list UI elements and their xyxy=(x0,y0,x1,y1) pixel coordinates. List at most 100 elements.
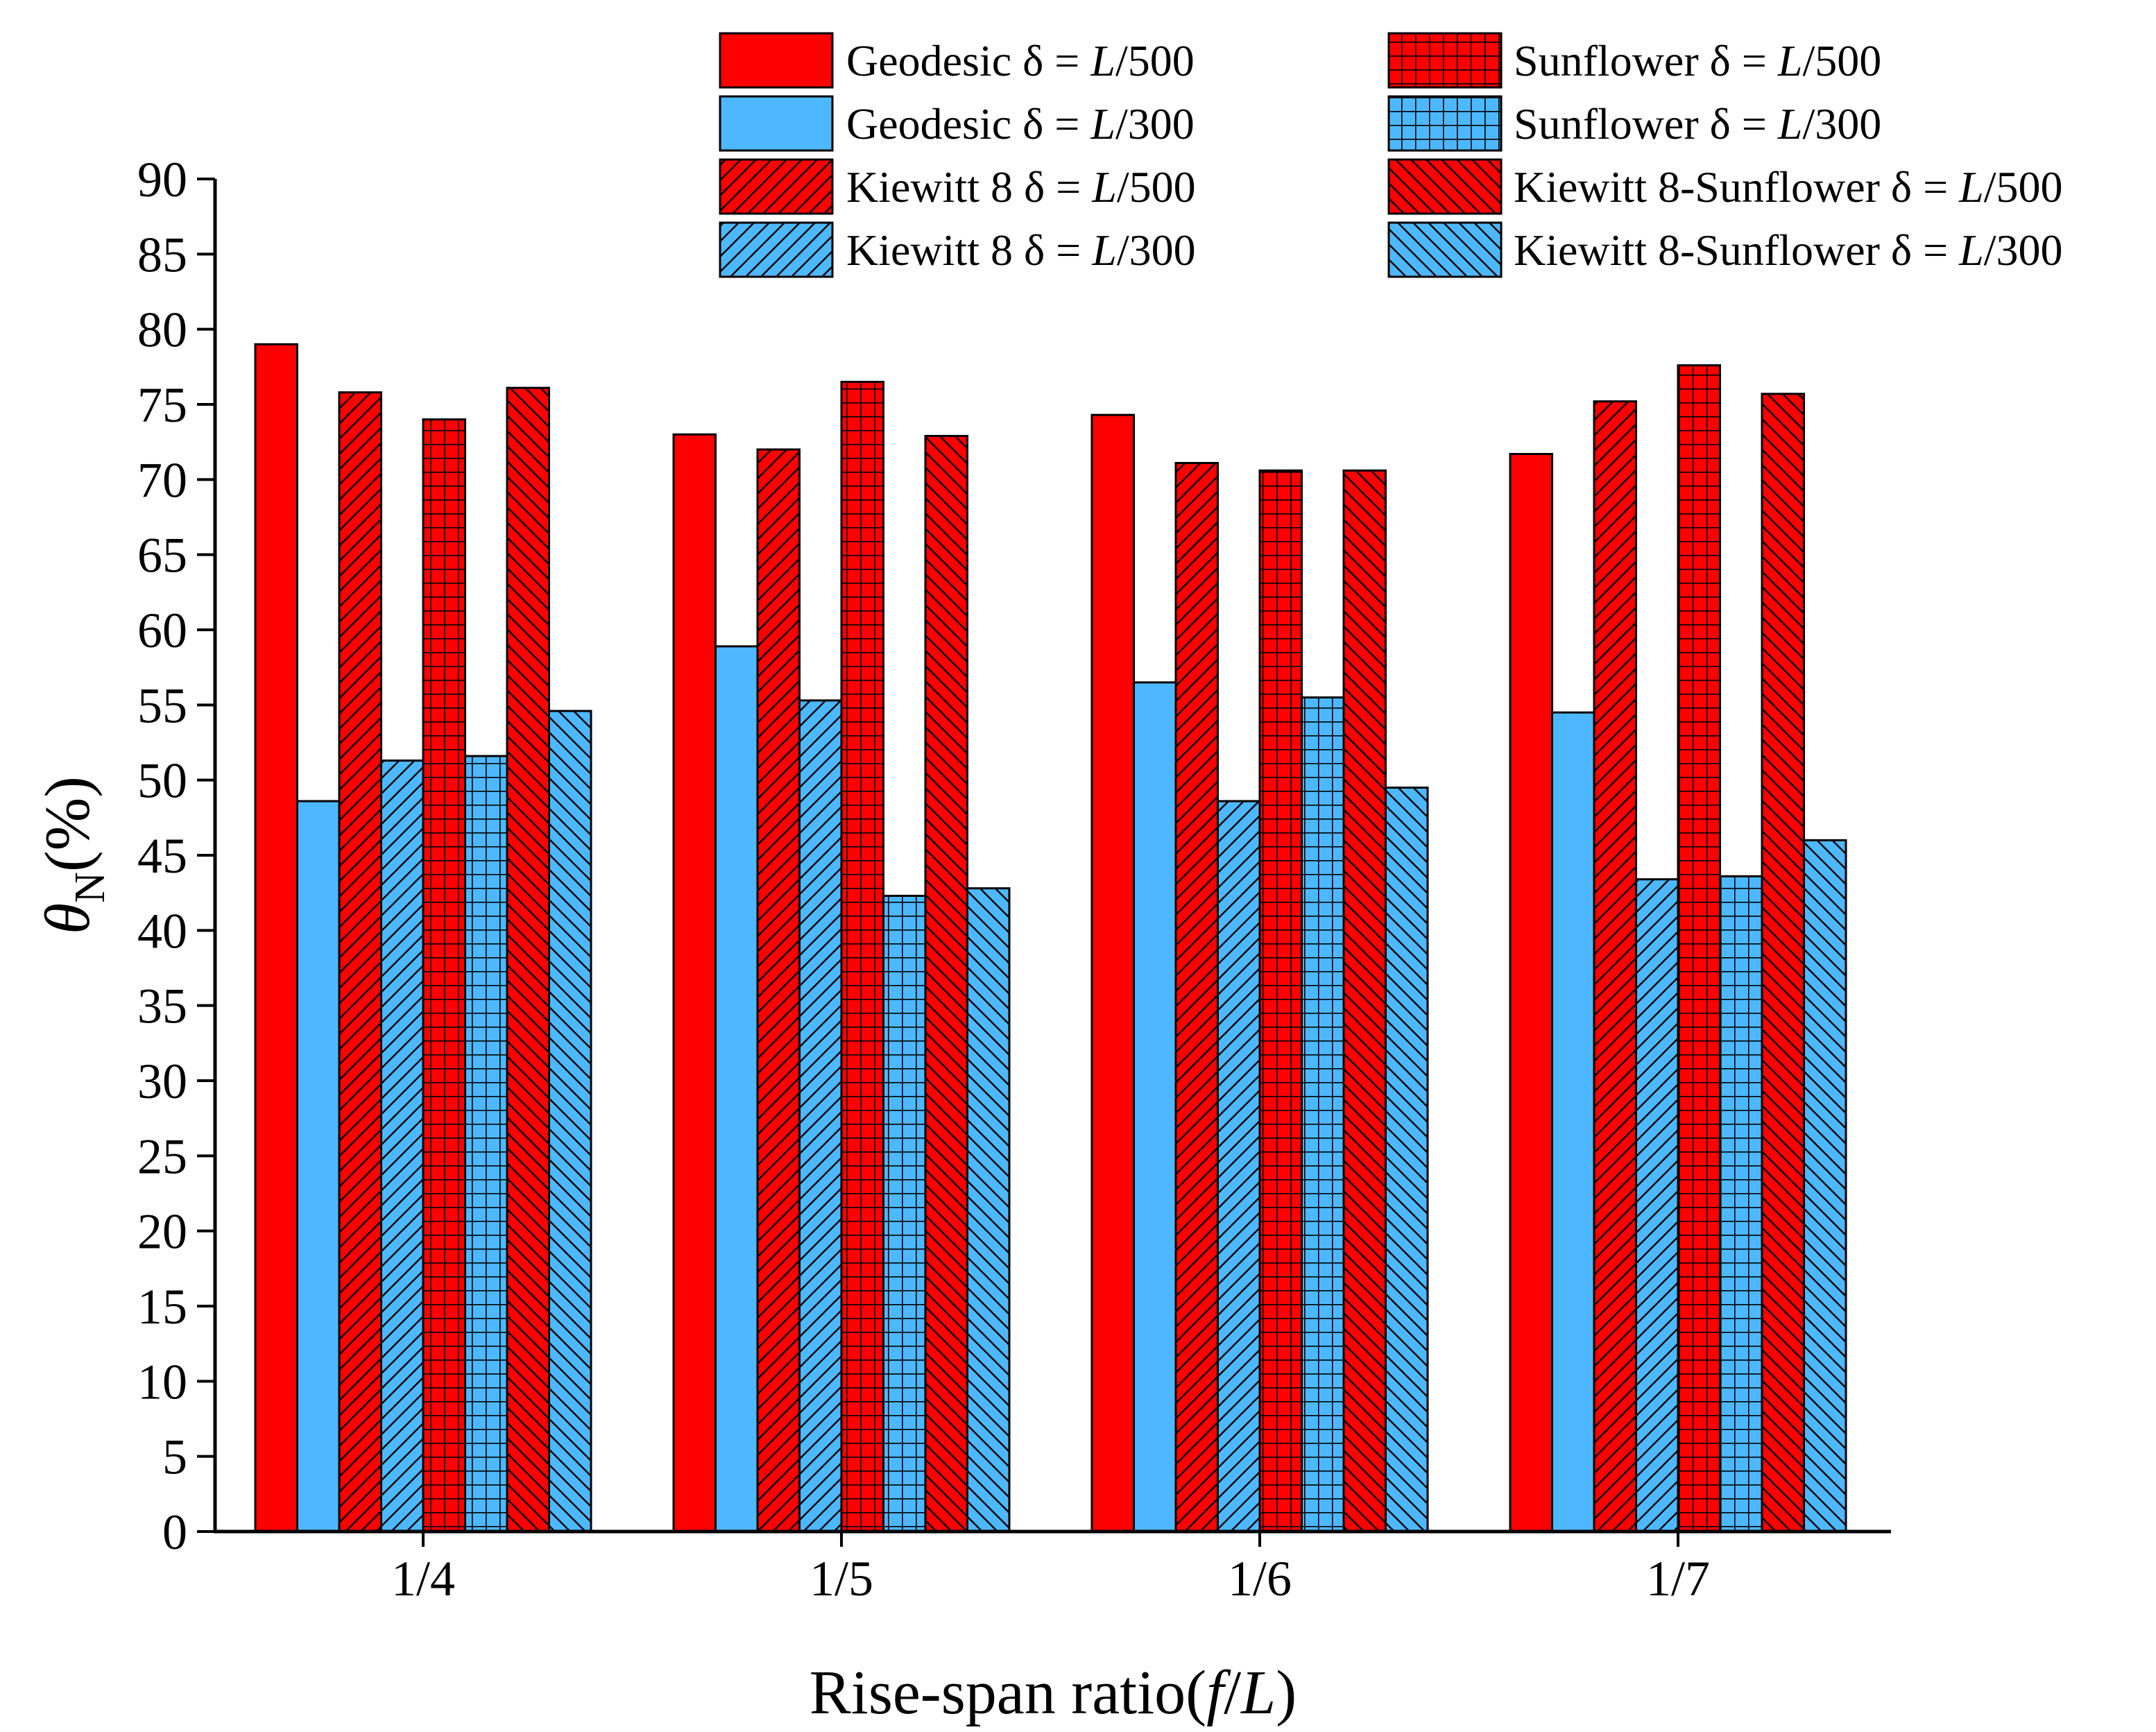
bar xyxy=(1301,696,1345,1533)
y-tick-label: 0 xyxy=(162,1504,187,1560)
legend-item: Kiewitt 8-Sunflower δ = L/500 xyxy=(1387,158,2063,215)
bar-pattern xyxy=(841,381,884,1532)
bar xyxy=(672,433,717,1533)
bar xyxy=(756,448,801,1533)
bar-fill xyxy=(255,344,298,1532)
legend-swatch-pattern xyxy=(1389,160,1501,214)
y-tick-label: 20 xyxy=(137,1204,187,1260)
bar xyxy=(966,887,1011,1533)
bar-pattern xyxy=(549,711,591,1532)
legend-item: Kiewitt 8 δ = L/300 xyxy=(719,221,1196,278)
legend-swatch-outline xyxy=(1387,221,1503,278)
legend: Geodesic δ = L/500 Geodesic δ = L/300 Kiew… xyxy=(719,32,2063,278)
legend-swatch-outline xyxy=(1387,158,1503,215)
bar-pattern xyxy=(1720,876,1762,1532)
y-tick-label: 10 xyxy=(137,1354,187,1409)
bar xyxy=(1677,364,1721,1533)
bar-fill xyxy=(297,801,339,1532)
bar-pattern xyxy=(1301,697,1344,1532)
bar-fill xyxy=(674,434,716,1532)
y-tick-label: 75 xyxy=(137,377,187,433)
legend-item: Kiewitt 8 δ = L/500 xyxy=(719,158,1196,215)
bar xyxy=(338,391,382,1533)
bar-pattern xyxy=(1594,401,1636,1532)
bar xyxy=(464,755,508,1533)
legend-label: Kiewitt 8-Sunflower δ = L/300 xyxy=(1514,225,2063,275)
legend-swatch-outline xyxy=(719,95,834,152)
legend-item: Sunflower δ = L/300 xyxy=(1387,95,1881,152)
x-axis-ticks: 1/4 1/5 1/6 1/7 xyxy=(391,1532,1710,1606)
legend-swatch-pattern xyxy=(1389,223,1501,277)
legend-label: Kiewitt 8-Sunflower δ = L/500 xyxy=(1514,162,2063,212)
bar-fill xyxy=(1133,682,1176,1532)
y-tick-label: 65 xyxy=(137,528,187,583)
legend-label: Geodesic δ = L/500 xyxy=(846,36,1195,85)
y-tick-label: 35 xyxy=(137,979,187,1034)
y-tick-label: 45 xyxy=(137,828,187,884)
y-axis-title: θN(%) xyxy=(32,776,114,934)
y-tick-label: 90 xyxy=(137,152,187,207)
legend-swatch-outline xyxy=(719,32,834,89)
bar xyxy=(1174,462,1219,1533)
bar-pattern xyxy=(1385,787,1428,1532)
bar-fill xyxy=(1092,415,1134,1532)
bar-pattern xyxy=(883,895,925,1532)
bar xyxy=(1258,469,1303,1533)
bar-pattern xyxy=(1176,463,1218,1532)
bar-pattern xyxy=(967,888,1009,1532)
bar xyxy=(548,710,592,1533)
x-tick-label: 1/7 xyxy=(1646,1551,1710,1606)
bar-pattern xyxy=(339,392,382,1532)
bar xyxy=(1551,711,1595,1533)
bar xyxy=(1385,787,1429,1533)
legend-label: Geodesic δ = L/300 xyxy=(846,99,1195,148)
legend-swatch xyxy=(720,33,832,87)
bar xyxy=(254,343,298,1533)
y-tick-label: 30 xyxy=(137,1054,187,1109)
bar xyxy=(296,800,341,1533)
y-tick-label: 15 xyxy=(137,1279,187,1335)
bar-pattern xyxy=(1260,470,1302,1532)
y-tick-label: 40 xyxy=(137,903,187,959)
legend-swatch-pattern xyxy=(1389,33,1501,87)
bar xyxy=(1719,875,1763,1533)
x-tick-label: 1/6 xyxy=(1228,1551,1292,1606)
x-tick-label: 1/4 xyxy=(391,1551,455,1606)
legend-swatch-outline xyxy=(719,158,834,215)
legend-label: Sunflower δ = L/300 xyxy=(1514,99,1881,148)
bar-pattern xyxy=(1344,470,1386,1532)
bar xyxy=(840,381,884,1533)
y-tick-label: 55 xyxy=(137,678,187,733)
bar-pattern xyxy=(381,760,423,1532)
y-tick-label: 85 xyxy=(137,227,187,282)
bar xyxy=(715,645,759,1533)
bar xyxy=(924,435,968,1533)
y-tick-label: 70 xyxy=(137,452,187,508)
bar xyxy=(798,699,843,1533)
bar-pattern xyxy=(1636,879,1678,1532)
bar-pattern xyxy=(799,700,841,1532)
bar xyxy=(1509,453,1553,1533)
legend-swatch-outline xyxy=(719,221,834,278)
bar-pattern xyxy=(423,419,465,1532)
legend-item: Sunflower δ = L/500 xyxy=(1387,32,1881,89)
legend-item: Geodesic δ = L/300 xyxy=(719,95,1195,152)
legend-swatch-pattern xyxy=(720,160,832,214)
bar-fill xyxy=(715,646,758,1532)
y-tick-label: 60 xyxy=(137,603,187,658)
legend-label: Sunflower δ = L/500 xyxy=(1514,36,1881,85)
bar-pattern xyxy=(465,756,507,1532)
legend-label: Kiewitt 8 δ = L/300 xyxy=(846,225,1196,275)
legend-item: Kiewitt 8-Sunflower δ = L/300 xyxy=(1387,221,2063,278)
bar xyxy=(1593,400,1637,1533)
legend-swatch-outline xyxy=(1387,32,1503,89)
legend-item: Geodesic δ = L/500 xyxy=(719,32,1195,89)
bar-pattern xyxy=(1762,393,1804,1532)
bar-pattern xyxy=(1217,801,1260,1532)
y-tick-label: 80 xyxy=(137,302,187,358)
bar xyxy=(1090,413,1135,1533)
x-axis-title: Rise-span ratio(f/L) xyxy=(810,1658,1297,1727)
x-tick-label: 1/5 xyxy=(810,1551,873,1606)
bar-pattern xyxy=(758,449,800,1532)
